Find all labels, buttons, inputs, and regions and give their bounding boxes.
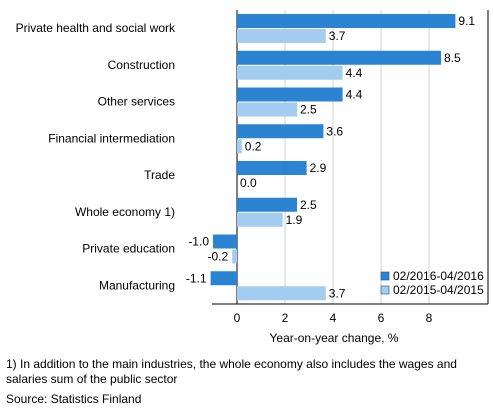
category-label: Private education — [82, 242, 175, 256]
category-label: Private health and social work — [16, 21, 176, 35]
bar-series-1 — [237, 124, 324, 139]
data-label: 4.4 — [346, 66, 363, 80]
data-label: 3.7 — [329, 29, 346, 43]
x-tick-label: 2 — [282, 311, 289, 325]
bar-series-1 — [237, 197, 297, 212]
bar-series-2 — [237, 139, 242, 154]
x-tick-label: 6 — [378, 311, 385, 325]
data-label: 0.2 — [245, 139, 262, 153]
bar-series-2 — [237, 65, 343, 80]
bar-series-2 — [232, 249, 237, 264]
data-label: 1.9 — [286, 213, 303, 227]
data-label: 3.7 — [329, 286, 346, 300]
bar-series-1 — [237, 50, 441, 65]
data-label: -1.0 — [188, 235, 209, 249]
bar-series-1 — [237, 87, 343, 102]
x-axis-label: Year-on-year change, % — [270, 331, 399, 345]
data-label: 4.4 — [346, 88, 363, 102]
data-label: 2.5 — [300, 198, 317, 212]
legend-label: 02/2016-04/2016 — [393, 269, 484, 283]
bar-series-1 — [210, 271, 237, 286]
category-labels: Private health and social work Constructi… — [16, 21, 176, 292]
x-tick-label: 0 — [234, 311, 241, 325]
value-labels: 9.13.78.54.44.42.53.60.22.90.02.51.9-1.0… — [186, 14, 475, 300]
category-label: Whole economy 1) — [75, 205, 175, 219]
data-label: 0.0 — [240, 176, 257, 190]
bar-series-2 — [237, 102, 297, 117]
data-label: -0.2 — [208, 250, 229, 264]
bars — [210, 14, 456, 301]
bar-series-2 — [237, 212, 283, 227]
x-tick-label: 8 — [426, 311, 433, 325]
bar-series-1 — [237, 161, 307, 175]
data-label: 8.5 — [444, 51, 461, 65]
bar-chart: 9.13.78.54.44.42.53.60.22.90.02.51.9-1.0… — [16, 10, 489, 345]
bar-series-1 — [213, 234, 237, 249]
category-label: Manufacturing — [99, 278, 175, 292]
category-label: Construction — [108, 58, 175, 72]
x-tick-labels: 0 2 4 6 8 — [234, 311, 433, 325]
legend-swatch — [380, 285, 390, 295]
category-label: Financial intermediation — [48, 131, 175, 145]
data-label: 9.1 — [458, 14, 475, 28]
data-label: 2.5 — [300, 103, 317, 117]
bar-series-2 — [237, 286, 326, 301]
category-label: Other services — [98, 95, 175, 109]
source-note: Source: Statistics Finland — [6, 392, 142, 406]
bar-series-1 — [237, 14, 456, 28]
data-label: -1.1 — [186, 271, 207, 285]
category-label: Trade — [144, 168, 175, 182]
legend-label: 02/2015-04/2015 — [393, 283, 484, 297]
data-label: 3.6 — [326, 124, 343, 138]
data-label: 2.9 — [310, 161, 327, 175]
x-tick-label: 4 — [330, 311, 337, 325]
legend-swatch — [380, 271, 390, 281]
bar-series-2 — [237, 29, 326, 43]
footnote: 1) In addition to the main industries, t… — [6, 357, 457, 386]
